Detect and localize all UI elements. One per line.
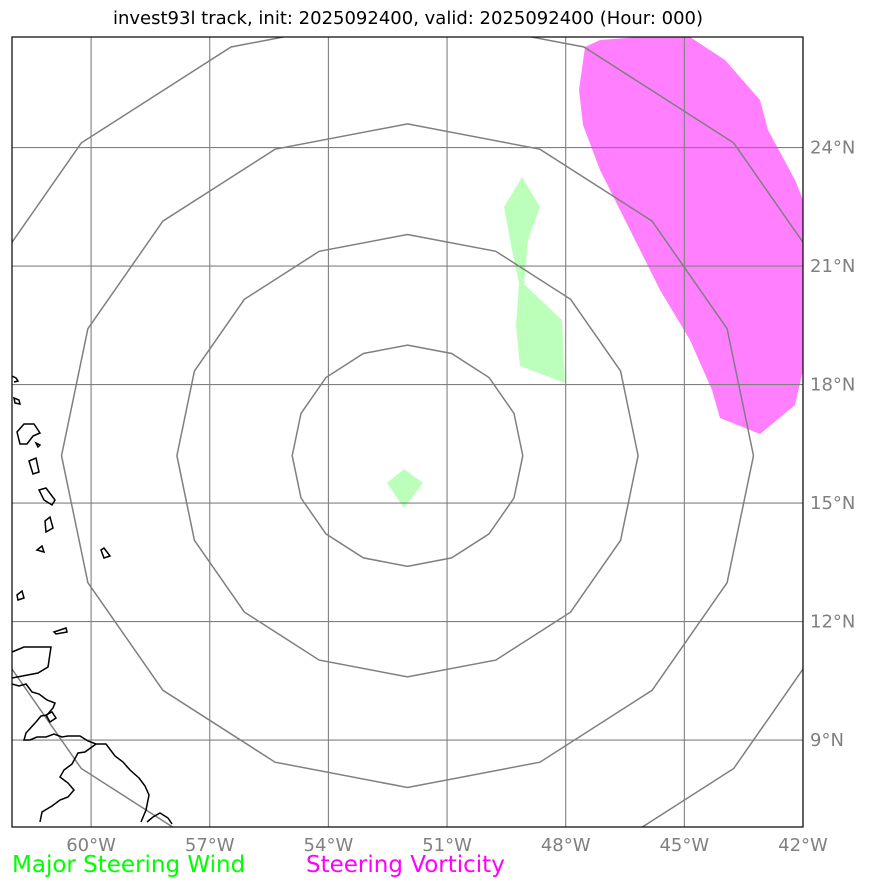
lon-tick-label: 42°W — [778, 835, 828, 856]
coastline — [12, 375, 173, 825]
lat-tick-label: 9°N — [810, 730, 844, 751]
lon-tick-label: 48°W — [541, 835, 591, 856]
lon-tick-label: 51°W — [422, 835, 472, 856]
range-ring — [60, 123, 755, 789]
legend-steering-wind: Major Steering Wind — [12, 852, 246, 878]
longitude-labels: 60°W 57°W 54°W 51°W 48°W 45°W 42°W — [66, 835, 828, 856]
lon-tick-label: 54°W — [304, 835, 354, 856]
graticule — [12, 37, 803, 827]
steering-wind-area-south — [387, 469, 423, 508]
lat-tick-label: 12°N — [810, 612, 855, 633]
legend-steering-vorticity: Steering Vorticity — [306, 852, 505, 878]
lon-tick-label: 60°W — [66, 835, 116, 856]
range-rings — [12, 37, 803, 827]
lat-tick-label: 18°N — [810, 375, 855, 396]
map-frame — [11, 36, 804, 828]
range-ring — [176, 233, 639, 678]
map-title: invest93l track, init: 2025092400, valid… — [112, 8, 704, 29]
steering-wind-area-north — [504, 177, 565, 383]
lat-tick-label: 24°N — [810, 138, 855, 159]
lat-tick-label: 21°N — [810, 256, 855, 277]
latitude-labels: 24°N 21°N 18°N 15°N 12°N 9°N — [810, 138, 855, 751]
lon-tick-label: 45°W — [659, 835, 709, 856]
range-ring — [291, 344, 524, 568]
lon-tick-label: 57°W — [185, 835, 235, 856]
lat-tick-label: 15°N — [810, 493, 855, 514]
steering-vorticity-area — [579, 37, 803, 434]
range-ring — [12, 37, 803, 827]
